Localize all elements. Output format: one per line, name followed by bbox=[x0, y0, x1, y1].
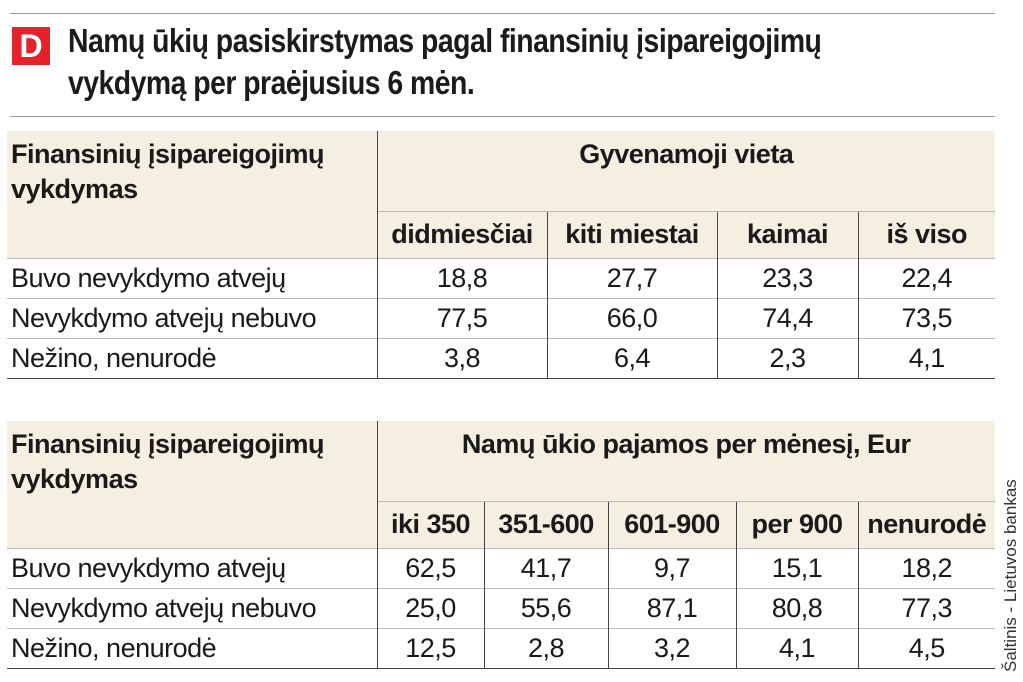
title-line-2: vykdymą per praėjusius 6 mėn. bbox=[68, 64, 475, 101]
column-header: per 900 bbox=[735, 500, 858, 548]
cell-value: 3,8 bbox=[376, 337, 547, 379]
row-label: Nežino, nenurodė bbox=[7, 627, 377, 669]
cell-value: 27,7 bbox=[546, 257, 717, 298]
cell-value: 6,4 bbox=[546, 337, 717, 379]
cell-value: 18,2 bbox=[857, 547, 996, 588]
cell-value: 2,8 bbox=[483, 627, 608, 669]
table-income: Finansinių įsipareigojimų vykdymas Namų … bbox=[7, 421, 996, 669]
table-group-header: Namų ūkio pajamos per mėnesį, Eur bbox=[376, 421, 996, 501]
cell-value: 3,2 bbox=[607, 627, 736, 669]
table-row: Nežino, nenurodė 3,8 6,4 2,3 4,1 bbox=[7, 337, 996, 379]
top-rule bbox=[10, 13, 995, 14]
column-header: nenurodė bbox=[857, 500, 996, 548]
source-note: Šaltinis - Lietuvos bankas bbox=[1001, 479, 1020, 672]
cell-value: 55,6 bbox=[483, 587, 608, 628]
cell-value: 62,5 bbox=[376, 547, 484, 588]
table-group-header: Gyvenamoji vieta bbox=[376, 131, 996, 211]
title-line-1: Namų ūkių pasiskirstymas pagal finansini… bbox=[68, 22, 822, 59]
table-residence: Finansinių įsipareigojimų vykdymas Gyven… bbox=[7, 131, 996, 379]
column-header: 601-900 bbox=[607, 500, 736, 548]
brand-logo: D bbox=[12, 27, 50, 65]
table-main-header: Finansinių įsipareigojimų vykdymas bbox=[7, 421, 377, 548]
row-label: Nevykdymo atvejų nebuvo bbox=[7, 587, 377, 628]
table-row: Nevykdymo atvejų nebuvo 77,5 66,0 74,4 7… bbox=[7, 297, 996, 338]
table-main-header: Finansinių įsipareigojimų vykdymas bbox=[7, 131, 377, 258]
cell-value: 41,7 bbox=[483, 547, 608, 588]
cell-value: 80,8 bbox=[735, 587, 858, 628]
cell-value: 77,3 bbox=[857, 587, 996, 628]
table-row: Buvo nevykdymo atvejų 62,5 41,7 9,7 15,1… bbox=[7, 547, 996, 588]
page-title: Namų ūkių pasiskirstymas pagal finansini… bbox=[68, 20, 842, 104]
cell-value: 9,7 bbox=[607, 547, 736, 588]
cell-value: 2,3 bbox=[716, 337, 858, 379]
cell-value: 74,4 bbox=[716, 297, 858, 338]
row-label: Buvo nevykdymo atvejų bbox=[7, 257, 377, 298]
cell-value: 4,1 bbox=[735, 627, 858, 669]
cell-value: 25,0 bbox=[376, 587, 484, 628]
column-header: 351-600 bbox=[483, 500, 608, 548]
title-rule bbox=[10, 116, 995, 117]
cell-value: 18,8 bbox=[376, 257, 547, 298]
cell-value: 12,5 bbox=[376, 627, 484, 669]
column-header: kiti miestai bbox=[546, 210, 717, 258]
cell-value: 4,5 bbox=[857, 627, 996, 669]
column-header: kaimai bbox=[716, 210, 858, 258]
row-label: Nevykdymo atvejų nebuvo bbox=[7, 297, 377, 338]
row-label: Nežino, nenurodė bbox=[7, 337, 377, 379]
cell-value: 15,1 bbox=[735, 547, 858, 588]
table-row: Buvo nevykdymo atvejų 18,8 27,7 23,3 22,… bbox=[7, 257, 996, 298]
cell-value: 73,5 bbox=[857, 297, 996, 338]
cell-value: 66,0 bbox=[546, 297, 717, 338]
cell-value: 23,3 bbox=[716, 257, 858, 298]
cell-value: 22,4 bbox=[857, 257, 996, 298]
column-header: iki 350 bbox=[376, 500, 484, 548]
cell-value: 87,1 bbox=[607, 587, 736, 628]
table-row: Nežino, nenurodė 12,5 2,8 3,2 4,1 4,5 bbox=[7, 627, 996, 669]
column-header: didmiesčiai bbox=[376, 210, 547, 258]
cell-value: 77,5 bbox=[376, 297, 547, 338]
row-label: Buvo nevykdymo atvejų bbox=[7, 547, 377, 588]
table-row: Nevykdymo atvejų nebuvo 25,0 55,6 87,1 8… bbox=[7, 587, 996, 628]
column-header: iš viso bbox=[857, 210, 996, 258]
cell-value: 4,1 bbox=[857, 337, 996, 379]
